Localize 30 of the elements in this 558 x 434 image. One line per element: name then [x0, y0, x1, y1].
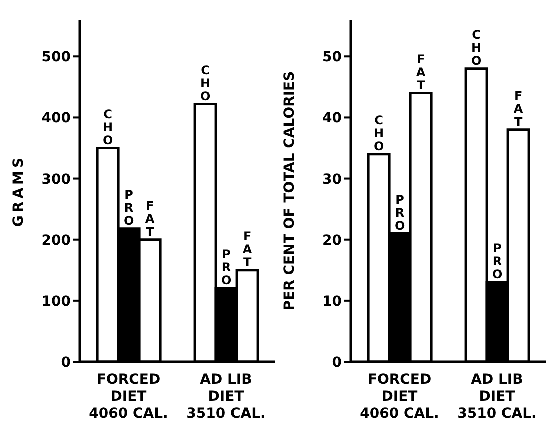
- y-tick-label: 0: [61, 354, 72, 371]
- text: FAT: [242, 229, 252, 270]
- y-tick-label: 500: [42, 50, 72, 66]
- text: FAT: [514, 88, 524, 129]
- y-axis-title: PER CENT OF TOTAL CALORIES: [282, 71, 298, 311]
- text: PRO: [221, 248, 232, 288]
- text: CHO: [200, 63, 211, 104]
- text: PRO: [492, 242, 503, 282]
- y-tick-label: 10: [322, 294, 342, 310]
- x-tick-label: FORCED DIET 4060 CAL.: [360, 372, 440, 422]
- series-label: FAT: [145, 198, 156, 239]
- text: CHO: [471, 28, 482, 68]
- x-tick-label: AD LIB DIET 3510 CAL.: [458, 372, 537, 422]
- series-label: PRO: [124, 188, 134, 228]
- series-label: PRO: [394, 192, 406, 233]
- y-tick-label: 200: [42, 232, 72, 249]
- x-tick-label: FORCED DIET 4060 CAL.: [89, 372, 168, 422]
- series-label: CHO: [102, 107, 114, 148]
- y-tick-label: 100: [42, 294, 72, 310]
- y-tick-label: 30: [322, 172, 342, 188]
- y-tick-label: 400: [42, 110, 72, 127]
- series-label: CHO: [374, 113, 384, 154]
- series-label: FAT: [416, 52, 426, 92]
- y-tick-label: 0: [332, 354, 342, 371]
- y-tick-label: 300: [42, 172, 72, 188]
- x-tick-label: AD LIB DIET 3510 CAL.: [186, 372, 266, 422]
- y-tick-label: 50: [322, 50, 342, 66]
- y-tick-label: 20: [322, 232, 342, 249]
- y-tick-label: 40: [322, 110, 342, 127]
- y-axis-title: GRAMS: [10, 154, 27, 228]
